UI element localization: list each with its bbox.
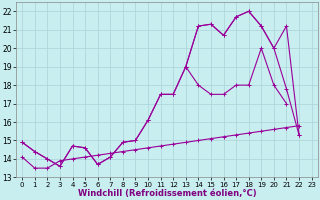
X-axis label: Windchill (Refroidissement éolien,°C): Windchill (Refroidissement éolien,°C) [77,189,256,198]
